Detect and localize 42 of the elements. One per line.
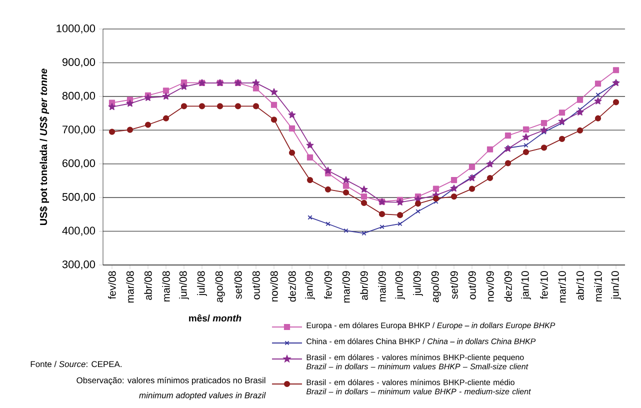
x-tick-label: mar/08 [126, 271, 134, 303]
y-tick-label: 800,00 [62, 92, 96, 101]
text: Observação: valores mínimos praticados no Brasil [76, 376, 266, 386]
x-tick-label: mai/10 [594, 271, 602, 302]
x-tick-label: set/09 [450, 271, 458, 299]
y-tick-label: 600,00 [62, 159, 96, 168]
x-tick-label: fev/08 [108, 271, 116, 300]
y-tick-label: 300,00 [62, 260, 96, 270]
x-tick-label: jun/09 [395, 271, 405, 300]
y-tick-label: 500,00 [62, 193, 96, 202]
x-tick-label: abr/10 [576, 271, 584, 300]
x-tick-label: jun/08 [179, 271, 189, 300]
x-tick-label: abr/08 [144, 271, 152, 300]
x-tick-label: set/08 [234, 271, 242, 299]
text: minimum adopted values in Brazil [139, 392, 266, 400]
y-axis-title: US$ pot tonelada / US$ per tonne [40, 68, 50, 226]
source-note: Fonte / Source: CEPEA. [30, 360, 122, 368]
y-tick-label: 400,00 [62, 226, 96, 236]
x-tick-label: fev/09 [324, 271, 332, 300]
y-tick-label: 1000,00 [56, 24, 96, 34]
y-tick-label: 700,00 [62, 126, 96, 135]
x-tick-label: jan/10 [521, 271, 531, 300]
x-tick-label: mai/09 [378, 271, 386, 302]
x-tick-label: ago/09 [431, 271, 441, 302]
x-tick-label: dez/08 [288, 271, 296, 302]
x-tick-label: dez/09 [504, 271, 512, 302]
x-tick-label: nov/09 [486, 271, 494, 302]
x-tick-label: out/08 [252, 271, 260, 300]
x-tick-label: out/09 [468, 271, 476, 300]
x-axis-title: mês/ month [189, 314, 242, 322]
x-tick-label: abr/09 [360, 271, 368, 300]
x-tick-label: jul/08 [197, 271, 207, 296]
x-tick-label: jul/09 [413, 271, 423, 296]
x-tick-label: ago/08 [215, 271, 225, 302]
y-tick-label: 900,00 [62, 58, 96, 68]
x-tick-label: mar/09 [342, 271, 350, 303]
x-tick-label: mar/10 [558, 271, 566, 303]
x-tick-label: jun/10 [611, 271, 621, 300]
x-tick-label: nov/08 [270, 271, 278, 302]
x-tick-label: fev/10 [540, 271, 548, 300]
x-tick-label: mai/08 [162, 271, 170, 302]
x-tick-label: jan/09 [305, 271, 315, 300]
